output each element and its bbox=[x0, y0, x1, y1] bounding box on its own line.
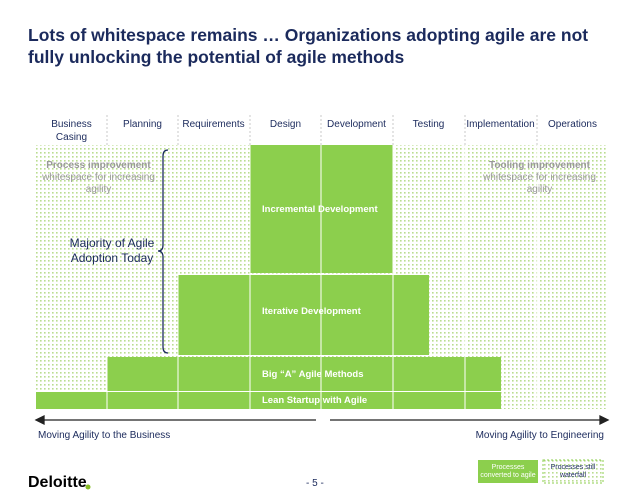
legend-agile-swatch bbox=[478, 460, 538, 483]
block-label: Big “A” Agile Methods bbox=[262, 369, 364, 380]
annotation-text: whitespace for increasing agility bbox=[42, 172, 155, 195]
bracket bbox=[157, 149, 169, 354]
right-annotation: Tooling improvement whitespace for increa… bbox=[477, 160, 602, 196]
block-label: Lean Startup with Agile bbox=[262, 395, 368, 406]
majority-label: Majority of Agile Adoption Today bbox=[69, 236, 155, 265]
legend-waterfall-swatch bbox=[542, 459, 604, 484]
column-separators bbox=[106, 115, 538, 145]
annotation-heading: Process improvement bbox=[46, 160, 151, 171]
title: Lots of whitespace remains … Organizatio… bbox=[28, 25, 589, 67]
column-lines bbox=[106, 145, 538, 409]
column-header: Requirements bbox=[182, 119, 245, 130]
column-header: Design bbox=[269, 119, 302, 130]
direction-arrows bbox=[34, 414, 610, 426]
logo-dot bbox=[85, 484, 91, 490]
left-annotation: Process improvement whitespace for increa… bbox=[36, 160, 161, 196]
page-number: - 5 - bbox=[306, 478, 324, 489]
annotation-heading: Tooling improvement bbox=[489, 160, 590, 171]
annotation-text: whitespace for increasing agility bbox=[483, 172, 596, 195]
arrow-label: Moving Agility to Engineering bbox=[475, 430, 604, 441]
column-header: Business Casing bbox=[51, 119, 92, 143]
logo: Deloitte bbox=[28, 474, 87, 491]
agile-blocks bbox=[36, 145, 501, 409]
block-label: Incremental Development bbox=[262, 204, 378, 215]
column-header: Planning bbox=[123, 119, 162, 130]
column-header: Operations bbox=[548, 119, 597, 130]
block-label: Iterative Development bbox=[262, 306, 361, 317]
column-header: Testing bbox=[412, 119, 445, 130]
column-header: Development bbox=[327, 119, 386, 130]
column-header: Implementation bbox=[466, 119, 535, 130]
legend-label: Processes still waterfall bbox=[550, 464, 596, 479]
arrow-label: Moving Agility to the Business bbox=[38, 430, 171, 441]
legend-label: Processes converted to agile bbox=[480, 464, 536, 479]
